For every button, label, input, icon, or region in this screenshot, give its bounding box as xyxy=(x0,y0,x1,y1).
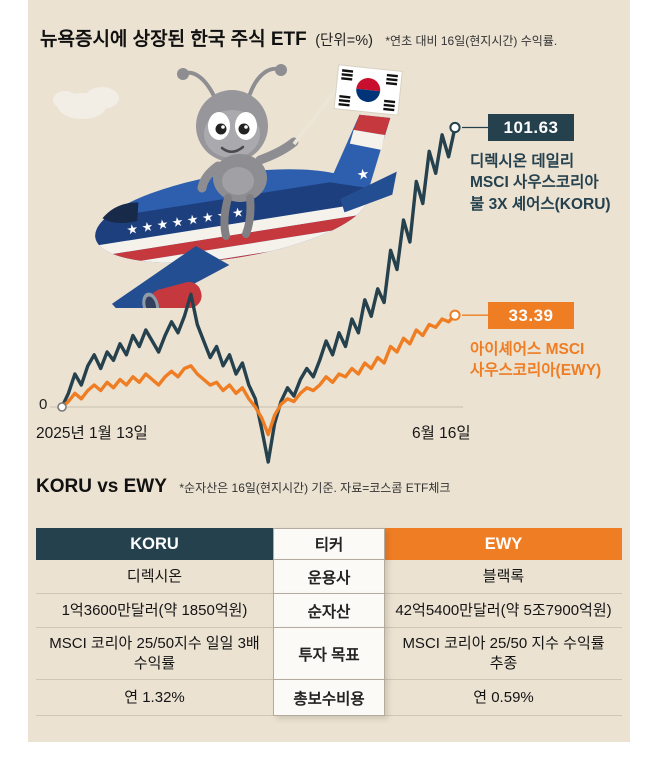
page-title: 뉴욕증시에 상장된 한국 주식 ETF xyxy=(40,29,307,50)
table-cell-koru-manager: 디렉시온 xyxy=(36,560,273,594)
svg-text:★: ★ xyxy=(356,165,371,183)
title-unit: (단위=%) xyxy=(315,33,373,49)
ewy-series-label-line: 아이셰어스 MSCI xyxy=(470,341,585,358)
comparison-table: KORU 티커 EWY 디렉시온 운용사 블랙록 1억3600만달러(약 185… xyxy=(36,528,622,716)
table-cell-ewy-expense: 연 0.59% xyxy=(385,680,622,716)
table-row-label-manager: 운용사 xyxy=(273,559,385,594)
koru-series-label-line: 불 3X 셰어스(KORU) xyxy=(470,195,611,213)
comparison-title: KORU vs EWY xyxy=(36,476,167,497)
cloud-icon xyxy=(53,87,119,119)
koru-end-value-badge: 101.63 xyxy=(488,114,574,141)
x-axis-start-label: 2025년 1월 13일 xyxy=(36,425,148,442)
table-header-koru: KORU xyxy=(36,528,273,560)
table-row-label-objective: 투자 목표 xyxy=(273,627,385,680)
returns-line-chart xyxy=(50,121,488,464)
y-axis-zero-label: 0 xyxy=(39,396,48,413)
ewy-end-value-badge: 33.39 xyxy=(488,302,574,329)
table-header-ticker: 티커 xyxy=(273,528,385,560)
koru-series-label-line: 디렉시온 데일리 xyxy=(470,153,575,170)
table-cell-ewy-manager: 블랙록 xyxy=(385,560,622,594)
koru-series-label-line: MSCI 사우스코리아 xyxy=(470,174,599,192)
table-cell-ewy-objective: MSCI 코리아 25/50 지수 수익률 추종 xyxy=(385,628,622,680)
title-note: *연초 대비 16일(현지시간) 수익률. xyxy=(385,34,558,48)
ant-airplane-illustration: ★ ★ ★ ★ ★ ★ ★ ★ ★ ★ ★ xyxy=(53,64,403,308)
comparison-header: KORU vs EWY *순자산은 16일(현지시간) 기준. 자료=코스콤 E… xyxy=(36,476,622,498)
korean-flag-icon xyxy=(333,64,403,116)
table-row-label-aum: 순자산 xyxy=(273,593,385,628)
x-axis-end-label: 6월 16일 xyxy=(412,425,471,442)
table-cell-ewy-aum: 42억5400만달러(약 5조7900억원) xyxy=(385,594,622,628)
koru-series-label: 디렉시온 데일리 MSCI 사우스코리아 불 3X 셰어스(KORU) xyxy=(470,151,638,215)
comparison-note: *순자산은 16일(현지시간) 기준. 자료=코스콤 ETF체크 xyxy=(179,481,451,495)
ewy-series-label-line: 사우스코리아(EWY) xyxy=(470,362,602,380)
table-header-ewy: EWY xyxy=(385,528,622,560)
ant-character xyxy=(177,64,403,240)
header: 뉴욕증시에 상장된 한국 주식 ETF (단위=%) *연초 대비 16일(현지… xyxy=(40,24,620,51)
table-row-label-expense: 총보수비용 xyxy=(273,679,385,716)
table-cell-koru-aum: 1억3600만달러(약 1850억원) xyxy=(36,594,273,628)
table-cell-koru-objective: MSCI 코리아 25/50지수 일일 3배 수익률 xyxy=(36,628,273,680)
table-cell-koru-expense: 연 1.32% xyxy=(36,680,273,716)
ewy-series-label: 아이셰어스 MSCI 사우스코리아(EWY) xyxy=(470,339,638,382)
